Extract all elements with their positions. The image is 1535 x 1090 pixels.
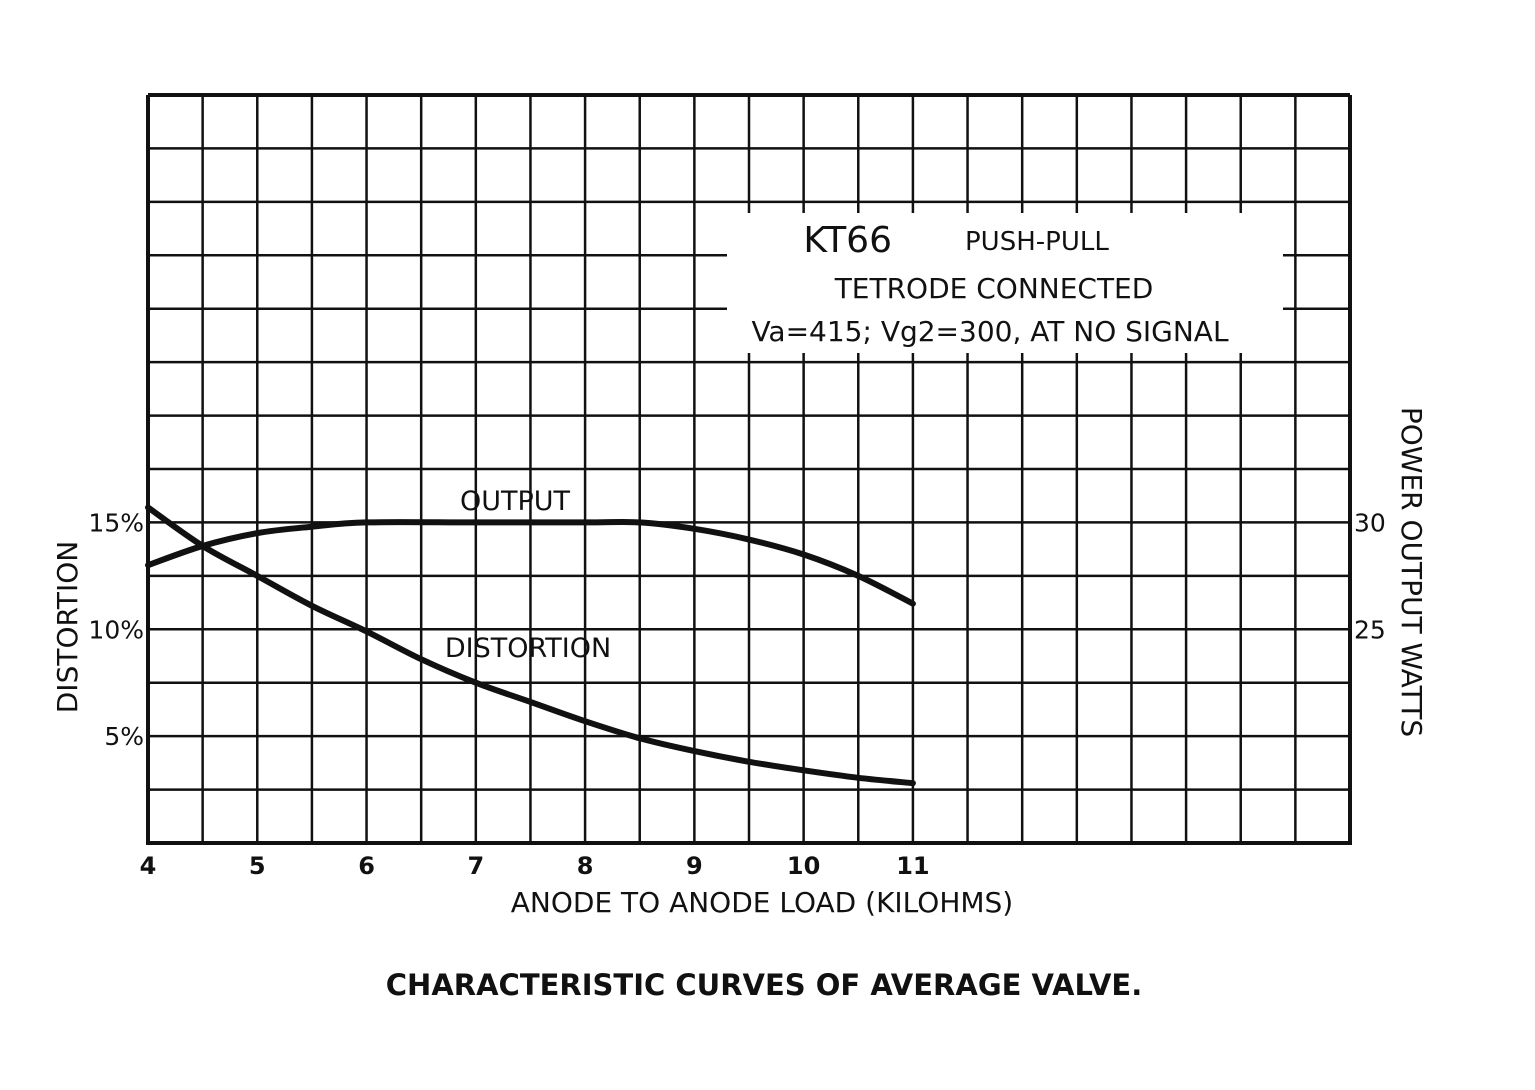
- curves: [145, 504, 916, 787]
- y-axis-right-label: POWER OUTPUT WATTS: [1395, 407, 1428, 737]
- series-label-distortion: DISTORTION: [445, 633, 611, 664]
- y-tick-label: 10%: [88, 615, 144, 644]
- x-axis-label: ANODE TO ANODE LOAD (KILOHMS): [511, 886, 1013, 919]
- x-tick-label: 11: [896, 852, 929, 880]
- chart-conditions: Va=415; Vg2=300, AT NO SIGNAL: [751, 315, 1229, 348]
- x-tick-label: 5: [249, 852, 266, 880]
- y-axis-label: DISTORTION: [51, 541, 84, 714]
- x-tick-label: 10: [787, 852, 820, 880]
- x-tick-label: 7: [467, 852, 484, 880]
- chart-caption: CHARACTERISTIC CURVES OF AVERAGE VALVE.: [386, 968, 1142, 1002]
- chart-subtitle: TETRODE CONNECTED: [834, 272, 1154, 305]
- series-line-output: [145, 518, 916, 607]
- y-right-tick-label: 30: [1354, 508, 1386, 537]
- x-tick-label: 4: [140, 852, 157, 880]
- chart-title-mode: PUSH-PULL: [965, 227, 1109, 257]
- y-tick-label: 5%: [104, 722, 144, 751]
- y-tick-label: 15%: [88, 508, 144, 537]
- x-tick-label: 9: [686, 852, 703, 880]
- series-label-output: OUTPUT: [460, 486, 571, 517]
- x-tick-label: 6: [358, 852, 375, 880]
- title-box: [727, 213, 1283, 353]
- x-tick-label: 8: [577, 852, 594, 880]
- series-line-distortion: [145, 504, 916, 787]
- y-right-tick-label: 25: [1354, 615, 1386, 644]
- grid: [146, 93, 1352, 845]
- ticks: 4 5 6 7 8 9 10 11 15% 10% 5% 30 25: [88, 508, 1385, 880]
- chart-title-model: KT66: [803, 220, 892, 261]
